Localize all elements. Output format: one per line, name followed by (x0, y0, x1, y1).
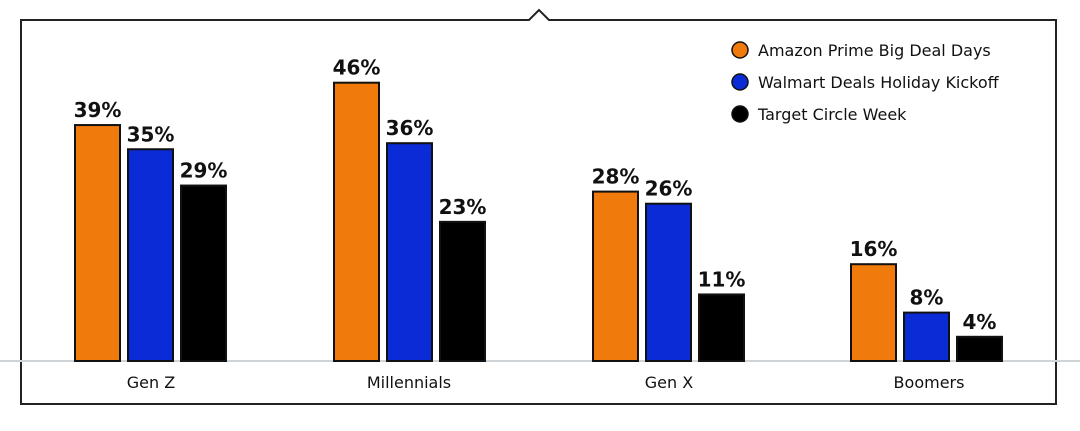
chart-frame (20, 8, 1057, 405)
value-label: 28% (592, 165, 640, 189)
bar-gen-z-series-3 (180, 184, 227, 362)
bar-gen-z-series-2 (127, 148, 174, 362)
value-label: 4% (963, 310, 997, 334)
value-label: 23% (439, 195, 487, 219)
bar-millennials-series-1 (333, 81, 380, 362)
legend-label: Amazon Prime Big Deal Days (758, 41, 991, 60)
bar-gen-z-series-1 (74, 124, 121, 362)
legend-label: Target Circle Week (757, 105, 907, 124)
bars-group (74, 81, 1003, 363)
value-label: 29% (180, 159, 228, 183)
category-label: Gen Z (127, 373, 175, 392)
value-label: 39% (74, 98, 122, 122)
bar-gen-x-series-2 (645, 202, 692, 362)
value-label: 35% (127, 122, 175, 146)
legend-swatch (731, 105, 749, 123)
legend-label: Walmart Deals Holiday Kickoff (758, 73, 1000, 92)
category-label: Boomers (894, 373, 965, 392)
value-label: 8% (910, 286, 944, 310)
legend-swatch (731, 73, 749, 91)
category-label: Gen X (645, 373, 693, 392)
value-label: 16% (850, 237, 898, 261)
value-label: 11% (698, 267, 746, 291)
value-label: 46% (333, 56, 381, 80)
bar-boomers-series-1 (850, 263, 897, 363)
bar-gen-x-series-1 (592, 190, 639, 362)
value-labels-group: 39%35%29% 46% 36% 23% 28%26% 11% 16% 8% 4% (74, 56, 997, 334)
value-label: 36% (386, 116, 434, 140)
bar-boomers-series-2 (903, 311, 950, 363)
category-label: Millennials (367, 373, 451, 392)
bar-millennials-series-3 (439, 220, 486, 362)
bar-gen-x-series-3 (698, 293, 745, 363)
value-label: 26% (645, 177, 693, 201)
category-labels-group: Gen Z Millennials Gen X Boomers (127, 373, 965, 392)
legend: Amazon Prime Big Deal Days Walmart Deals … (731, 41, 1000, 124)
legend-swatch (731, 41, 749, 59)
bar-millennials-series-2 (386, 142, 433, 362)
bar-boomers-series-3 (956, 335, 1003, 362)
